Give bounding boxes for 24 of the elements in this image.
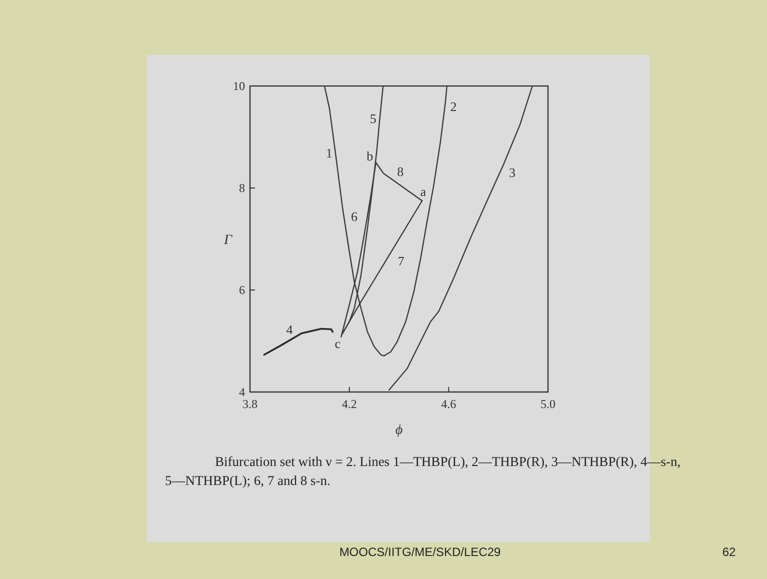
annotation: b — [366, 148, 374, 164]
series-label: 2 — [450, 98, 457, 114]
x-tick-label: 4.6 — [441, 397, 456, 411]
series-label: 8 — [397, 164, 404, 180]
x-tick-label: 3.8 — [242, 397, 258, 411]
series-label: 3 — [509, 165, 516, 180]
text: Bifurcation set with ν = 2. Lines 1—THBP(L), 2—THBP(R), 3—NTHBP(R), 4—s-n, 5—NTHBP(L); 6, 7 and 8 s-n. — [165, 454, 681, 488]
x-tick-label: 5.0 — [540, 397, 556, 411]
series-label: 6 — [350, 208, 358, 224]
y-tick-label: 6 — [239, 283, 245, 297]
annotation: c — [334, 336, 341, 351]
x-tick-label: 4.2 — [342, 397, 357, 411]
y-tick-label: 4 — [239, 385, 245, 399]
series-label: 5 — [370, 111, 376, 126]
series-label: 7 — [398, 254, 405, 269]
series-label: 1 — [326, 145, 332, 160]
y-tick-label: 8 — [239, 181, 245, 195]
text: MOOCS/IITG/ME/SKD/LEC29 — [339, 545, 502, 559]
text: 62 — [722, 545, 736, 559]
series-label: 4 — [286, 322, 294, 338]
annotation: a — [420, 184, 426, 199]
y-tick-label: 10 — [233, 79, 245, 93]
y-axis-title: Γ — [223, 233, 234, 248]
x-axis-title: ϕ — [395, 423, 403, 438]
